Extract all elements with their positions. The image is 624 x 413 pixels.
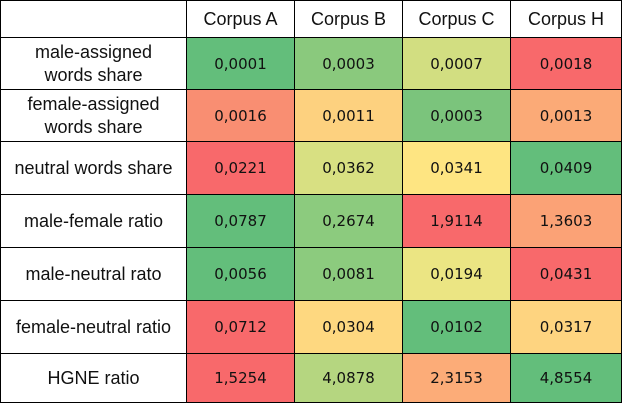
table-row: female-neutral ratio 0,0712 0,0304 0,010… xyxy=(0,300,622,354)
row-label: male-neutral rato xyxy=(0,247,187,301)
column-header-corpus-a: Corpus A xyxy=(186,0,295,38)
value-cell: 0,0016 xyxy=(186,89,295,142)
corpus-comparison-table: Corpus A Corpus B Corpus C Corpus H male… xyxy=(0,0,622,403)
value-cell: 0,0431 xyxy=(510,247,622,301)
value-cell: 0,0056 xyxy=(186,247,295,301)
value-cell: 0,0341 xyxy=(402,141,511,195)
value-cell: 0,0787 xyxy=(186,194,295,248)
table-row: male-neutral rato 0,0056 0,0081 0,0194 0… xyxy=(0,247,622,301)
value-cell: 2,3153 xyxy=(402,353,511,403)
table-row: female-assigned words share 0,0016 0,0011… xyxy=(0,89,622,142)
value-cell: 0,0409 xyxy=(510,141,622,195)
value-cell: 4,8554 xyxy=(510,353,622,403)
row-label: male-assigned words share xyxy=(0,37,187,90)
column-header-corpus-b: Corpus B xyxy=(294,0,403,38)
row-label: female-neutral ratio xyxy=(0,300,187,354)
column-header-corpus-h: Corpus H xyxy=(510,0,622,38)
table-row: HGNE ratio 1,5254 4,0878 2,3153 4,8554 xyxy=(0,353,622,403)
table-row: male-assigned words share 0,0001 0,0003 0… xyxy=(0,37,622,90)
value-cell: 0,0221 xyxy=(186,141,295,195)
value-cell: 0,0317 xyxy=(510,300,622,354)
value-cell: 0,0712 xyxy=(186,300,295,354)
table-row: male-female ratio 0,0787 0,2674 1,9114 1… xyxy=(0,194,622,248)
value-cell: 0,0003 xyxy=(294,37,403,90)
row-label: HGNE ratio xyxy=(0,353,187,403)
value-cell: 0,0081 xyxy=(294,247,403,301)
value-cell: 0,0013 xyxy=(510,89,622,142)
value-cell: 1,9114 xyxy=(402,194,511,248)
value-cell: 1,5254 xyxy=(186,353,295,403)
value-cell: 0,0194 xyxy=(402,247,511,301)
row-label: neutral words share xyxy=(0,141,187,195)
value-cell: 1,3603 xyxy=(510,194,622,248)
value-cell: 0,0018 xyxy=(510,37,622,90)
value-cell: 0,0001 xyxy=(186,37,295,90)
corner-cell xyxy=(0,0,187,38)
value-cell: 0,0304 xyxy=(294,300,403,354)
column-header-corpus-c: Corpus C xyxy=(402,0,511,38)
row-label: female-assigned words share xyxy=(0,89,187,142)
table-row: neutral words share 0,0221 0,0362 0,0341… xyxy=(0,141,622,195)
value-cell: 0,2674 xyxy=(294,194,403,248)
value-cell: 0,0362 xyxy=(294,141,403,195)
value-cell: 0,0007 xyxy=(402,37,511,90)
row-label: male-female ratio xyxy=(0,194,187,248)
value-cell: 4,0878 xyxy=(294,353,403,403)
value-cell: 0,0011 xyxy=(294,89,403,142)
value-cell: 0,0102 xyxy=(402,300,511,354)
value-cell: 0,0003 xyxy=(402,89,511,142)
header-row: Corpus A Corpus B Corpus C Corpus H xyxy=(0,0,622,38)
